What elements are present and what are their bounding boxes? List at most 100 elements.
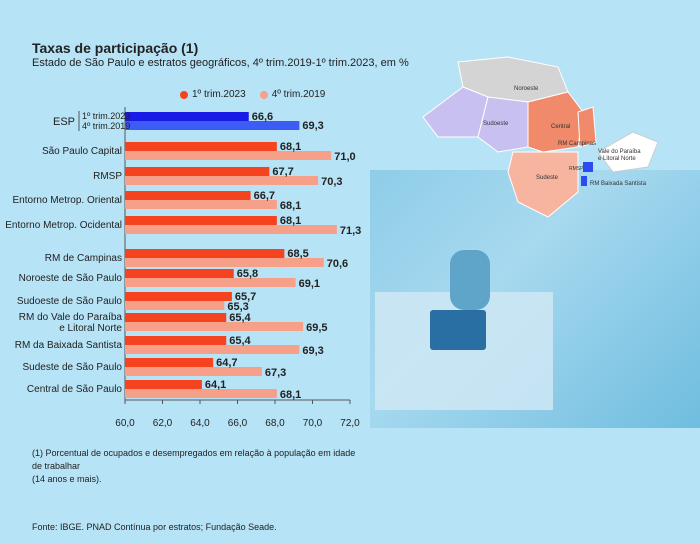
photo-work-card	[430, 310, 486, 350]
bar-2023	[125, 191, 251, 200]
category-label: RMSP	[93, 171, 122, 182]
data-label-2019: 70,3	[321, 176, 342, 188]
esp-sublabel-2023: 1º trim.2023	[82, 111, 130, 121]
bar-chart: 60,0 62,0 64,0 66,0 68,0 70,0 72,0 66,6 69,3 ESP 1…	[5, 107, 361, 429]
legend: 1º trim.2023 4º trim.2019	[180, 89, 325, 100]
data-label-2023: 65,4	[229, 335, 251, 347]
map-label-central: Central	[551, 124, 570, 130]
x-tick-label: 68,0	[265, 418, 285, 429]
chart-title: Taxas de participação (1)	[32, 40, 199, 56]
data-label-2023: 68,5	[287, 248, 308, 260]
data-label-2019: 67,3	[265, 367, 286, 379]
bar-2023	[125, 313, 227, 322]
bar-esp-2023	[125, 112, 249, 121]
sao-paulo-map: Noroeste Sudoeste Central RM Campinas Va…	[422, 56, 658, 218]
category-label: RM de Campinas	[45, 253, 122, 264]
data-label-2019: 71,3	[340, 225, 361, 237]
data-label-2019: 68,1	[280, 200, 301, 212]
bar-2019	[125, 367, 262, 376]
bar-2023	[125, 269, 234, 278]
data-label-2019: 70,6	[327, 258, 348, 270]
category-label: RM do Vale do Paraíba	[19, 312, 123, 323]
data-label-2023: 66,7	[254, 190, 275, 202]
legend-swatch-2019	[259, 90, 268, 99]
category-label: Noroeste de São Paulo	[19, 273, 123, 284]
map-region-campinas	[577, 106, 597, 148]
bar-2019	[125, 225, 337, 234]
source-note: Fonte: IBGE. PNAD Contínua por estratos;…	[32, 522, 277, 532]
category-label: Sudoeste de São Paulo	[17, 296, 123, 307]
bar-2023	[125, 292, 232, 301]
x-tick-label: 72,0	[340, 418, 360, 429]
bar-2019	[125, 176, 319, 185]
photo-hand	[450, 250, 490, 310]
data-label-2019: 71,0	[334, 151, 355, 163]
data-label-2023: 64,7	[216, 357, 237, 369]
bar-2023	[125, 142, 277, 151]
data-label-2023: 65,8	[237, 268, 258, 280]
map-label-rmsp: RMSP	[569, 166, 584, 172]
map-region-rmsp	[583, 162, 593, 172]
bar-2019	[125, 278, 296, 287]
map-label-campinas: RM Campinas	[558, 141, 596, 147]
bar-2019	[125, 151, 332, 160]
bar-2019	[125, 322, 304, 331]
bar-2019	[125, 258, 324, 267]
data-label-2023: 64,1	[205, 379, 226, 391]
data-label-2019: 65,3	[227, 301, 248, 313]
map-region-central	[527, 91, 584, 153]
x-tick-label: 70,0	[303, 418, 323, 429]
category-label: Entorno Metrop. Oriental	[13, 195, 123, 206]
bar-2023	[125, 380, 202, 389]
legend-label-2023: 1º trim.2023	[192, 89, 246, 100]
x-tick-label: 62,0	[153, 418, 173, 429]
x-tick-label: 66,0	[228, 418, 248, 429]
data-label-2023: 68,1	[280, 215, 301, 227]
category-label: Sudeste de São Paulo	[22, 362, 122, 373]
category-label: São Paulo Capital	[42, 146, 122, 157]
bar-2019	[125, 389, 277, 398]
background-photo	[370, 170, 700, 428]
map-region-santista	[581, 176, 587, 186]
category-label: RM da Baixada Santista	[15, 340, 123, 351]
legend-label-2019: 4º trim.2019	[271, 89, 326, 100]
data-label-2019: 69,5	[306, 322, 327, 334]
x-tick-label: 60,0	[115, 418, 135, 429]
bar-esp-2019	[125, 121, 300, 130]
bar-2019	[125, 301, 225, 310]
bar-2019	[125, 200, 277, 209]
map-label-sudeste: Sudeste	[536, 175, 559, 181]
legend-item-2023: 1º trim.2023	[180, 89, 246, 100]
map-label-santista: RM Baixada Santista	[590, 181, 647, 187]
data-label-2019: 69,1	[299, 278, 320, 290]
data-label-2023: 67,7	[272, 166, 293, 178]
map-label-noroeste: Noroeste	[514, 86, 539, 92]
chart-subtitle: Estado de São Paulo e estratos geográfic…	[32, 57, 409, 69]
category-label: Central de São Paulo	[27, 384, 123, 395]
data-label-2023: 65,4	[229, 312, 251, 324]
category-label-esp: ESP	[53, 116, 75, 128]
data-label-2019: 68,1	[280, 389, 301, 401]
bar-2023	[125, 216, 277, 225]
bar-2023	[125, 358, 214, 367]
bar-2023	[125, 336, 227, 345]
map-label-vale: Vale do Paraíba e Litoral Norte	[598, 149, 641, 162]
footnote-line-1: (1) Porcentual de ocupados e desempregad…	[32, 448, 356, 471]
bar-2023	[125, 249, 285, 258]
data-label-2023: 65,7	[235, 291, 256, 303]
category-label: e Litoral Norte	[59, 323, 122, 334]
data-label-2019: 69,3	[302, 345, 323, 357]
footnote: (1) Porcentual de ocupados e desempregad…	[32, 447, 362, 486]
data-label-esp-2023: 66,6	[252, 111, 273, 123]
map-region-vale	[597, 131, 658, 173]
footnote-line-2: (14 anos e mais).	[32, 474, 102, 484]
bar-2019	[125, 345, 300, 354]
category-label: Entorno Metrop. Ocidental	[5, 220, 122, 231]
bar-2023	[125, 167, 270, 176]
data-label-2023: 68,1	[280, 141, 301, 153]
x-tick-label: 64,0	[190, 418, 210, 429]
legend-item-2019: 4º trim.2019	[259, 89, 326, 100]
data-label-esp-2019: 69,3	[302, 120, 323, 132]
legend-swatch-2023	[180, 90, 188, 99]
map-label-sudoeste: Sudoeste	[483, 121, 509, 127]
